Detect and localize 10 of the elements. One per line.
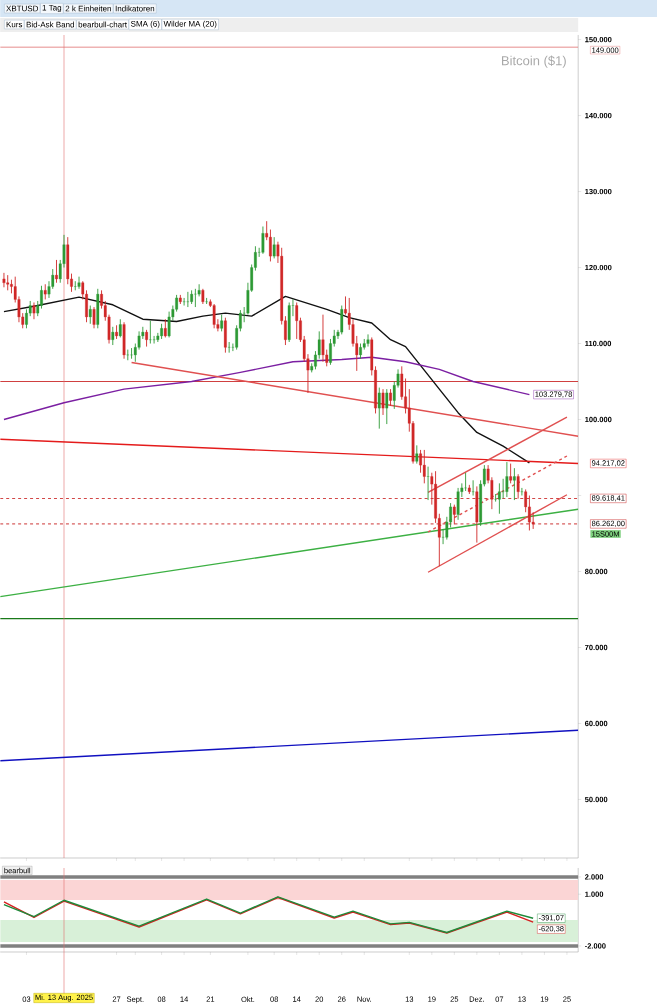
text: Kurs bbox=[6, 21, 23, 28]
text: Indikatoren bbox=[115, 5, 155, 12]
text: Bitcoin ($1) bbox=[501, 55, 566, 68]
text: XBTUSD bbox=[6, 5, 38, 12]
text: 1 Tag bbox=[42, 4, 62, 13]
text: SMA (6) bbox=[130, 20, 160, 29]
text: bearbull-chart bbox=[78, 21, 127, 28]
text: Wilder MA (20) bbox=[163, 20, 217, 29]
text: 2 k Einheiten bbox=[65, 5, 111, 12]
text: Bid-Ask Band bbox=[26, 21, 74, 28]
